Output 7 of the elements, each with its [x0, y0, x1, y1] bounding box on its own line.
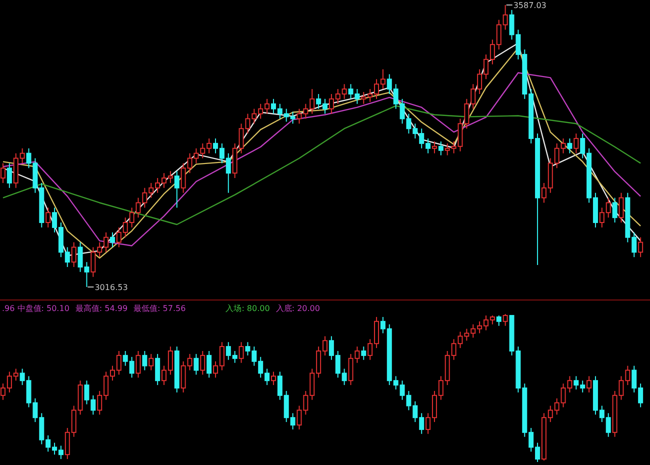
annotation: 3587.03 — [513, 1, 546, 10]
text: 入底: 20.00 — [276, 304, 320, 313]
text: .96 中盘值: 50.10 — [2, 304, 70, 313]
text: 入场: 80.00 — [226, 304, 270, 313]
text: 最低值: 57.56 — [134, 304, 186, 313]
annotation: 3016.53 — [94, 283, 128, 292]
text: 最高值: 54.99 — [75, 304, 128, 313]
